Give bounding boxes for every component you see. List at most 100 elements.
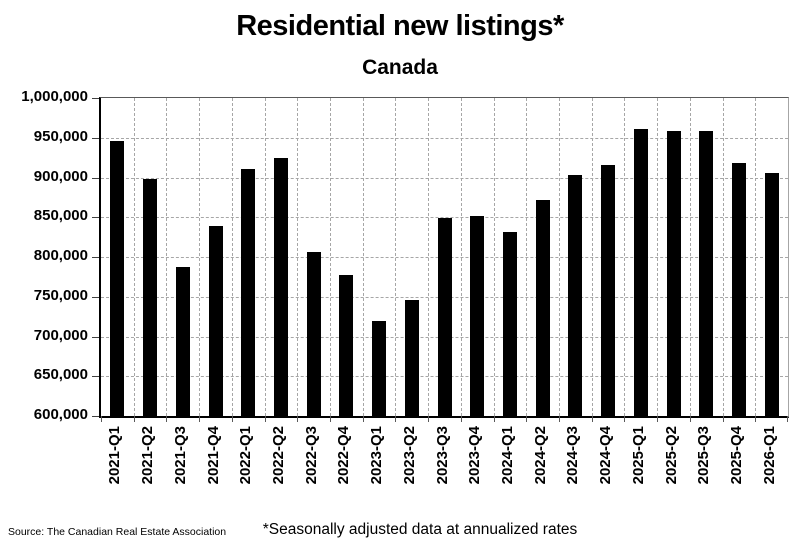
bar-2024-Q1: [502, 232, 517, 416]
y-axis-tick: [92, 217, 99, 219]
x-axis-tick-label: 2024-Q2: [531, 426, 549, 485]
x-axis-tick: [722, 416, 724, 422]
x-axis-tick-label: 2021-Q3: [171, 426, 189, 485]
horizontal-gridline: [101, 137, 788, 139]
bar-2023-Q2: [404, 299, 419, 416]
vertical-gridline: [395, 98, 397, 416]
chart-title: Residential new listings*: [236, 10, 564, 42]
bar-2024-Q2: [535, 199, 550, 416]
x-axis-tick: [166, 416, 168, 422]
y-axis-tick: [92, 296, 99, 298]
horizontal-gridline: [101, 177, 788, 179]
vertical-gridline: [624, 98, 626, 416]
y-axis-tick: [92, 137, 99, 139]
vertical-gridline: [330, 98, 331, 416]
bar-2021-Q1: [110, 140, 125, 416]
y-axis-tick-label: 850,000: [33, 207, 88, 225]
x-axis-tick: [297, 416, 299, 422]
y-axis-tick: [92, 416, 99, 417]
vertical-gridline: [428, 98, 430, 416]
bar-2021-Q2: [143, 179, 158, 416]
footnote: *Seasonally adjusted data at annualized …: [262, 521, 578, 538]
x-axis-tick: [133, 416, 135, 422]
x-axis-tick-label: 2024-Q4: [597, 426, 615, 485]
y-axis-tick-label: 950,000: [33, 127, 88, 145]
source-note: Source: The Canadian Real Estate Associa…: [8, 526, 227, 538]
x-axis-tick-label: 2022-Q2: [269, 426, 287, 485]
vertical-gridline: [689, 98, 691, 416]
y-axis-tick-label: 650,000: [33, 366, 88, 384]
x-axis-tick: [264, 416, 266, 422]
x-axis-tick-label: 2022-Q3: [302, 426, 320, 485]
y-axis-labels: 600,000 650,000 700,000 750,000 800,000 850,0…: [0, 88, 88, 423]
x-axis-tick-label: 2023-Q3: [433, 426, 451, 485]
vertical-gridline: [657, 98, 659, 416]
y-axis-tick-label: 900,000: [33, 167, 88, 185]
y-axis-tick-label: 600,000: [33, 406, 88, 423]
vertical-gridline: [755, 98, 757, 416]
x-axis-tick: [493, 416, 495, 422]
vertical-gridline: [231, 98, 233, 416]
bar-2022-Q4: [339, 274, 354, 416]
x-axis-tick: [231, 416, 233, 422]
vertical-gridline: [362, 98, 364, 416]
x-axis-tick-label: 2025-Q2: [662, 426, 680, 485]
x-axis-tick: [101, 416, 102, 422]
vertical-gridline: [493, 98, 495, 416]
x-axis-tick: [689, 416, 691, 422]
y-axis-tick: [92, 376, 99, 378]
x-axis-tick: [362, 416, 364, 422]
plot-area: [92, 97, 789, 422]
vertical-gridline: [166, 98, 168, 416]
x-axis-tick: [755, 416, 757, 422]
vertical-gridline: [722, 98, 724, 416]
vertical-gridline: [297, 98, 299, 416]
x-axis-tick-label: 2025-Q3: [695, 426, 713, 485]
x-axis-tick-label: 2023-Q2: [400, 426, 418, 485]
x-axis-tick: [460, 416, 462, 422]
bar-2021-Q4: [208, 226, 223, 416]
x-axis-tick: [591, 416, 593, 422]
bar-2023-Q4: [470, 216, 485, 416]
y-axis-tick-label: 700,000: [33, 326, 88, 344]
y-axis-tick: [92, 98, 99, 99]
x-axis-tick: [559, 416, 560, 422]
horizontal-gridline: [101, 217, 788, 219]
x-axis-tick: [787, 416, 788, 422]
x-axis-tick: [624, 416, 626, 422]
x-axis-tick: [526, 416, 528, 422]
x-axis-tick-label: 2025-Q4: [727, 426, 745, 485]
bar-2025-Q3: [699, 131, 714, 416]
x-axis-tick-label: 2021-Q4: [204, 426, 222, 485]
x-axis-tick-label: 2024-Q3: [564, 426, 582, 485]
bar-2022-Q1: [241, 168, 256, 416]
x-axis-tick-label: 2026-Q1: [760, 426, 778, 485]
y-axis-tick-label: 800,000: [33, 247, 88, 264]
vertical-gridline: [526, 98, 528, 416]
x-axis-tick: [657, 416, 659, 422]
bar-2022-Q3: [306, 252, 321, 416]
vertical-gridline: [199, 98, 201, 416]
x-axis-tick: [199, 416, 201, 422]
bar-2024-Q3: [568, 175, 583, 416]
y-axis-tick: [92, 177, 99, 179]
y-axis-tick: [92, 257, 99, 258]
vertical-gridline: [460, 98, 462, 416]
x-axis-tick: [330, 416, 331, 422]
x-axis-tick-label: 2022-Q1: [237, 426, 255, 485]
bar-2023-Q1: [372, 321, 387, 416]
bar-2025-Q4: [731, 163, 746, 416]
vertical-gridline: [591, 98, 593, 416]
chart-subtitle: Canada: [362, 56, 438, 79]
x-axis-tick-label: 2023-Q4: [466, 426, 484, 485]
vertical-gridline: [133, 98, 135, 416]
x-axis-tick-label: 2025-Q1: [629, 426, 647, 485]
x-axis-tick: [428, 416, 430, 422]
y-axis-tick-label: 750,000: [33, 286, 88, 304]
vertical-gridline: [264, 98, 266, 416]
x-axis-tick-label: 2021-Q1: [106, 426, 124, 485]
bar-2025-Q1: [633, 129, 648, 416]
bar-2026-Q1: [764, 172, 779, 416]
x-axis-tick: [395, 416, 397, 422]
